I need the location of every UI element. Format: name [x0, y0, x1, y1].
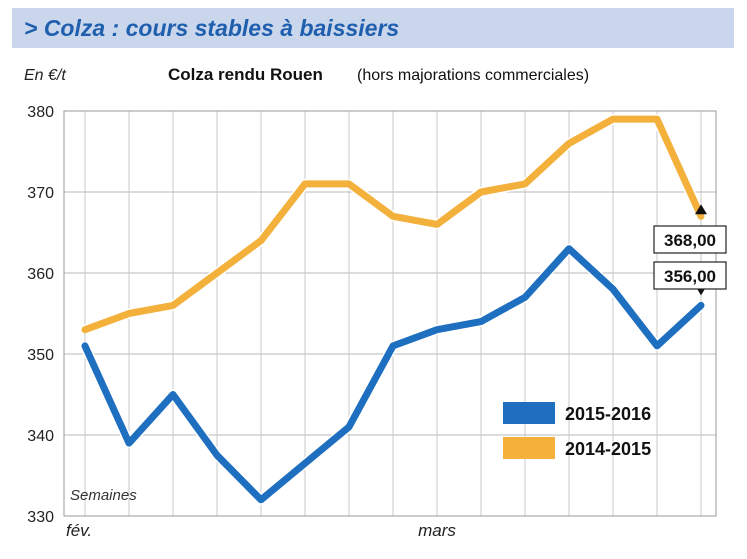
y-tick-label: 360 [27, 266, 54, 283]
x-axis-label: Semaines [70, 487, 137, 504]
value-callout-label: 368,00 [664, 231, 716, 250]
x-tick-label: mars [418, 521, 456, 540]
chart-subtitle: (hors majorations commerciales) [357, 67, 589, 84]
y-tick-label: 380 [27, 104, 54, 121]
value-callout-label: 356,00 [664, 267, 716, 286]
chart-title: Colza rendu Rouen [168, 65, 323, 84]
legend-label: 2014-2015 [565, 439, 651, 459]
value-callout-box [653, 261, 727, 290]
x-tick-label: fév. [66, 521, 92, 540]
series-group [80, 114, 706, 505]
y-tick-label: 340 [27, 428, 54, 445]
legend-swatch [503, 437, 555, 459]
unit-label: En €/t [24, 67, 66, 84]
plot-frame [63, 110, 717, 517]
labels: 368,00 356,00 2015-2016 2014-2015 [503, 204, 727, 459]
value-callout-box [653, 225, 727, 254]
legend-swatch [503, 402, 555, 424]
y-tick-label: 370 [27, 185, 54, 202]
y-tick-label: 350 [27, 347, 54, 364]
header-title: > Colza : cours stables à baissiers [24, 15, 400, 41]
y-tick-label: 330 [27, 509, 54, 526]
header-banner: > Colza : cours stables à baissiers [12, 8, 734, 48]
end-marker [695, 204, 707, 215]
legend-label: 2015-2016 [565, 404, 651, 424]
